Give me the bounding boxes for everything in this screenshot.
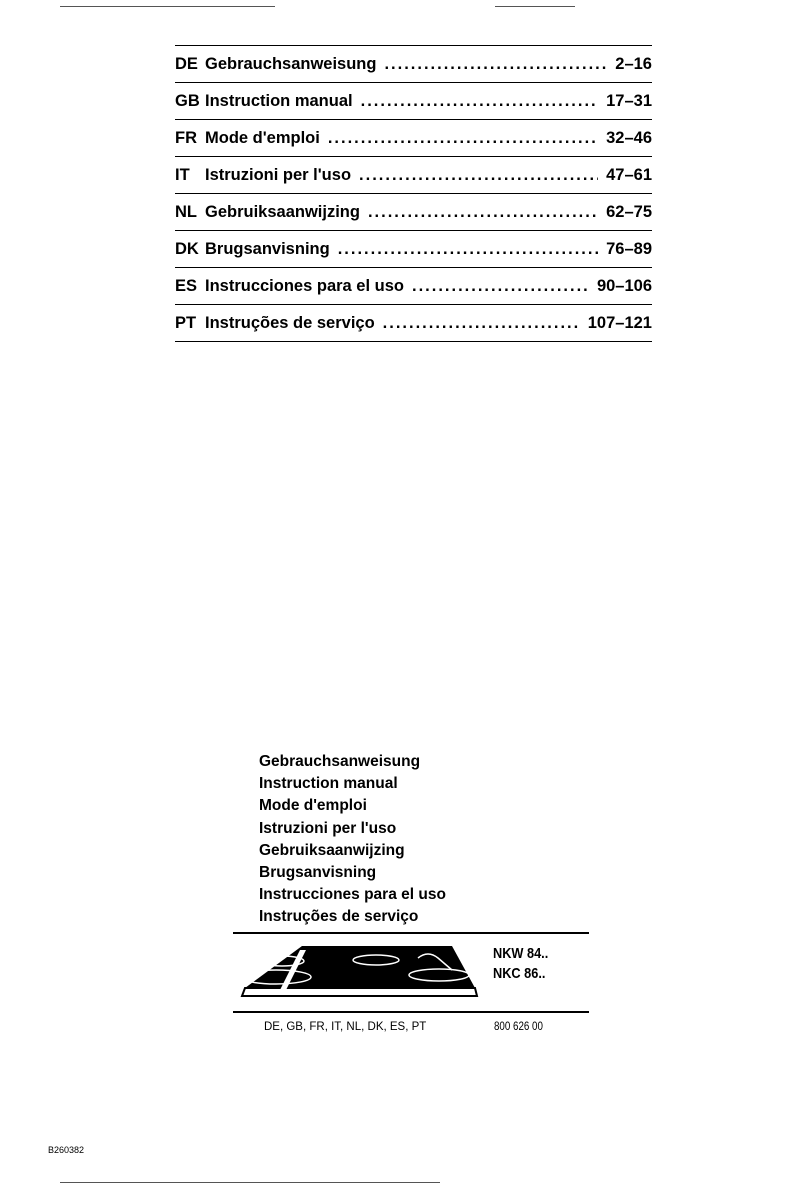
model-numbers: NKW 84.. NKC 86.. <box>493 944 548 984</box>
table-of-contents: DE Gebrauchsanweisung 2–16 GB Instruction m… <box>175 45 652 342</box>
toc-row: IT Istruzioni per l'uso 47–61 <box>175 157 652 194</box>
scan-artifact <box>495 6 575 7</box>
language-code: DE <box>175 54 198 73</box>
cover-title: Gebruiksaanwijzing <box>259 841 405 859</box>
language-code: DK <box>175 239 199 258</box>
toc-title: Brugsanvisning <box>205 239 330 258</box>
leader-dots <box>359 166 598 185</box>
model-number: NKC 86.. <box>493 965 546 982</box>
cover-title: Instruções de serviço <box>259 908 419 926</box>
page-range: 62–75 <box>606 202 652 221</box>
toc-row: ES Instrucciones para el uso 90–106 <box>175 268 652 305</box>
toc-row: DE Gebrauchsanweisung 2–16 <box>175 46 652 83</box>
language-code: PT <box>175 313 197 332</box>
language-codes: DE, GB, FR, IT, NL, DK, ES, PT <box>264 1021 427 1033</box>
toc-row: FR Mode d'emploi 32–46 <box>175 120 652 157</box>
divider <box>233 1011 589 1013</box>
toc-row: DK Brugsanvisning 76–89 <box>175 231 652 268</box>
page-range: 2–16 <box>615 54 652 73</box>
language-code: GB <box>175 91 200 110</box>
cover-title: Istruzioni per l'uso <box>259 819 397 837</box>
leader-dots <box>384 55 607 74</box>
scan-artifact <box>60 6 275 7</box>
leader-dots <box>368 203 598 222</box>
model-number: NKW 84.. <box>493 945 549 962</box>
leader-dots <box>338 240 598 259</box>
language-code: NL <box>175 202 197 221</box>
cover-title: Instrucciones para el uso <box>259 886 446 904</box>
cover-title: Gebrauchsanweisung <box>259 753 421 770</box>
leader-dots <box>361 92 599 111</box>
toc-row: NL Gebruiksaanwijzing 62–75 <box>175 194 652 231</box>
cover-title: Brugsanvisning <box>259 864 377 882</box>
page-range: 90–106 <box>596 276 652 295</box>
page-range: 32–46 <box>606 128 652 147</box>
toc-title: Mode d'emploi <box>205 128 320 147</box>
toc-title: Instruction manual <box>205 91 353 110</box>
page-range: 47–61 <box>606 165 652 184</box>
page-range: 107–121 <box>587 313 652 332</box>
toc-title: Istruzioni per l'uso <box>205 165 352 184</box>
language-code: ES <box>175 276 198 295</box>
toc-title: Gebruiksaanwijzing <box>205 202 360 221</box>
language-code: IT <box>175 165 190 184</box>
toc-row: PT Instruções de serviço 107–121 <box>175 305 652 342</box>
cover-title-list: Gebrauchsanweisung Instruction manual Mo… <box>259 751 446 929</box>
leader-dots <box>328 129 598 148</box>
part-number: 800 626 00 <box>494 1021 543 1033</box>
document-code: B260382 <box>48 1145 85 1155</box>
cover-title: Mode d'emploi <box>259 797 367 815</box>
toc-row: GB Instruction manual 17–31 <box>175 83 652 120</box>
scan-artifact <box>60 1182 440 1183</box>
cooktop-illustration <box>240 946 479 997</box>
toc-title: Gebrauchsanweisung <box>205 54 377 73</box>
toc-title: Instrucciones para el uso <box>205 276 404 295</box>
page-range: 76–89 <box>606 239 652 258</box>
leader-dots <box>383 314 580 333</box>
page-range: 17–31 <box>606 91 652 110</box>
leader-dots <box>412 277 589 296</box>
language-code: FR <box>175 128 197 147</box>
divider <box>233 932 589 934</box>
cover-title: Instruction manual <box>259 775 398 793</box>
toc-title: Instruções de serviço <box>205 313 375 332</box>
